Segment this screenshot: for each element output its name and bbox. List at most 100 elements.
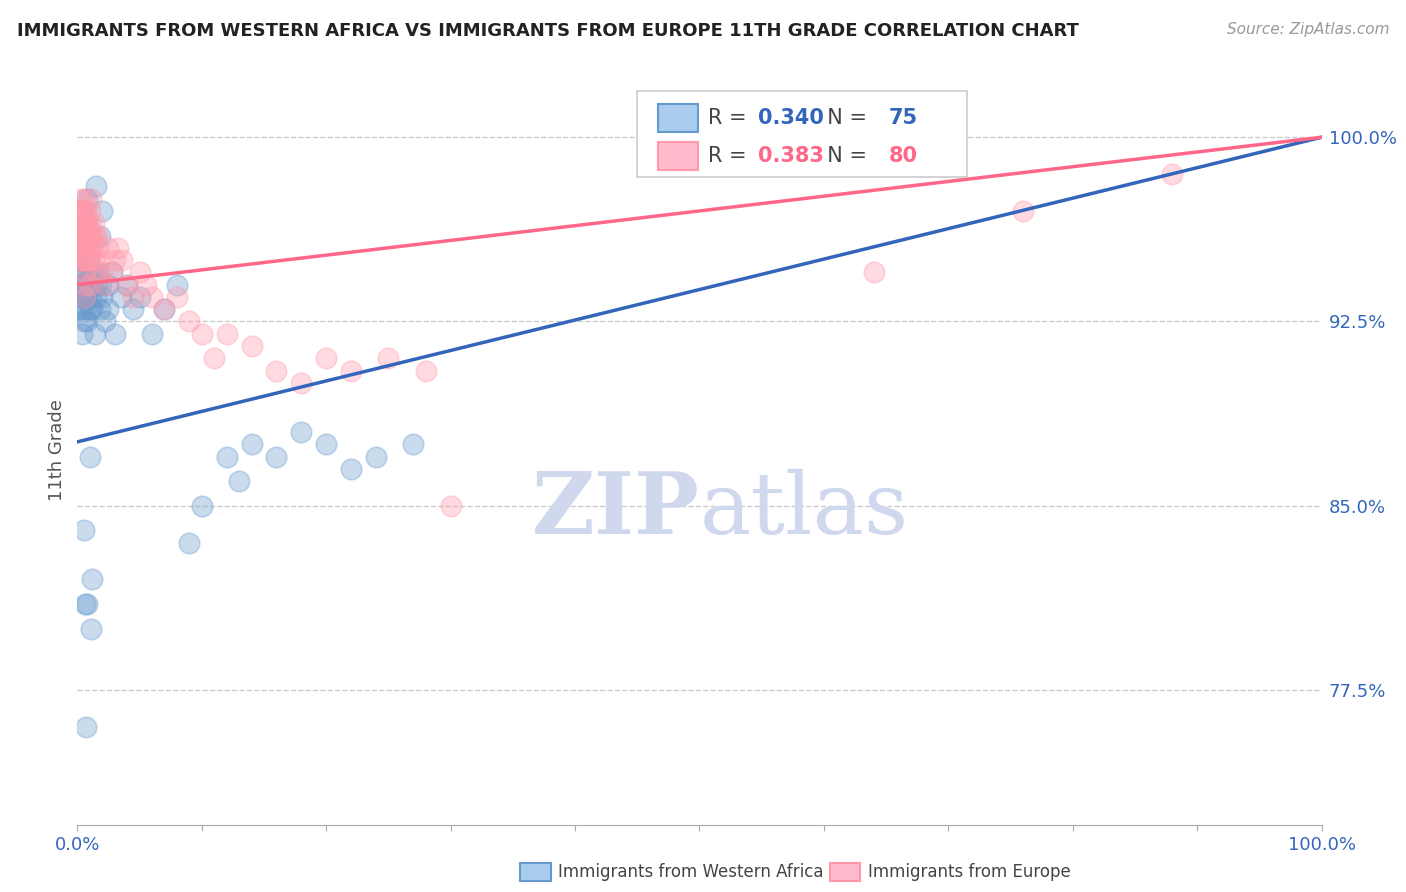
Point [128, 290, 150, 304]
Point [377, 351, 399, 366]
Point [89, 302, 111, 317]
Point [79, 241, 101, 255]
Point [72, 203, 94, 218]
Point [86, 277, 108, 292]
Point [191, 326, 214, 341]
Point [86, 228, 108, 243]
Point [97, 302, 120, 317]
Point [77, 253, 100, 268]
Point [115, 277, 138, 292]
Point [73, 265, 96, 279]
Point [1161, 167, 1184, 181]
Point [72, 192, 94, 206]
Point [76, 290, 98, 304]
Point [73, 216, 96, 230]
Point [75, 241, 97, 255]
Point [69, 253, 91, 268]
Point [72, 290, 94, 304]
Point [72, 203, 94, 218]
Point [82, 241, 104, 255]
Point [91, 265, 114, 279]
Point [166, 277, 188, 292]
Point [70, 216, 93, 230]
Point [84, 179, 107, 194]
Text: 0.340: 0.340 [758, 108, 824, 128]
Text: N =: N = [814, 108, 873, 128]
Point [340, 363, 363, 377]
Point [84, 265, 107, 279]
Point [79, 277, 101, 292]
Point [122, 302, 145, 317]
Point [77, 228, 100, 243]
Point [89, 228, 111, 243]
Point [290, 425, 312, 439]
Point [73, 241, 96, 255]
Point [72, 277, 94, 292]
Point [73, 241, 96, 255]
Point [67, 228, 90, 243]
Point [72, 216, 94, 230]
Point [439, 499, 461, 513]
Point [77, 277, 100, 292]
Point [76, 277, 98, 292]
Point [73, 290, 96, 304]
Point [70, 192, 93, 206]
Point [75, 228, 97, 243]
Point [266, 450, 288, 464]
Point [76, 216, 98, 230]
Point [179, 535, 201, 549]
Point [315, 437, 337, 451]
Point [90, 277, 112, 292]
Point [97, 241, 120, 255]
Point [72, 277, 94, 292]
Point [72, 326, 94, 341]
Point [79, 203, 101, 218]
Point [135, 277, 157, 292]
Point [240, 339, 263, 353]
Point [79, 216, 101, 230]
Point [80, 265, 103, 279]
Point [141, 326, 163, 341]
Point [83, 253, 105, 268]
Text: R =: R = [709, 108, 754, 128]
Point [89, 253, 111, 268]
Point [75, 203, 97, 218]
FancyBboxPatch shape [637, 91, 967, 177]
Point [73, 228, 96, 243]
Point [75, 720, 97, 734]
Point [240, 437, 263, 451]
Point [153, 302, 176, 317]
Point [72, 228, 94, 243]
Point [215, 450, 238, 464]
Point [82, 573, 104, 587]
Point [122, 290, 145, 304]
Point [70, 228, 93, 243]
Point [91, 290, 114, 304]
Text: Immigrants from Western Africa: Immigrants from Western Africa [558, 863, 824, 881]
Point [75, 265, 97, 279]
Point [228, 474, 250, 488]
Point [75, 302, 97, 317]
Point [73, 216, 96, 230]
Point [69, 203, 91, 218]
Point [290, 376, 312, 390]
Point [70, 253, 93, 268]
Point [202, 351, 225, 366]
Point [107, 241, 129, 255]
Point [93, 277, 115, 292]
Point [75, 216, 97, 230]
Point [153, 302, 176, 317]
Point [91, 203, 114, 218]
Point [166, 290, 188, 304]
Point [72, 228, 94, 243]
Point [101, 265, 124, 279]
Point [76, 192, 98, 206]
Text: 80: 80 [889, 146, 918, 166]
Text: 75: 75 [889, 108, 918, 128]
Point [141, 290, 163, 304]
Point [73, 597, 96, 611]
Point [79, 277, 101, 292]
Point [72, 203, 94, 218]
Point [76, 314, 98, 328]
Point [83, 216, 105, 230]
